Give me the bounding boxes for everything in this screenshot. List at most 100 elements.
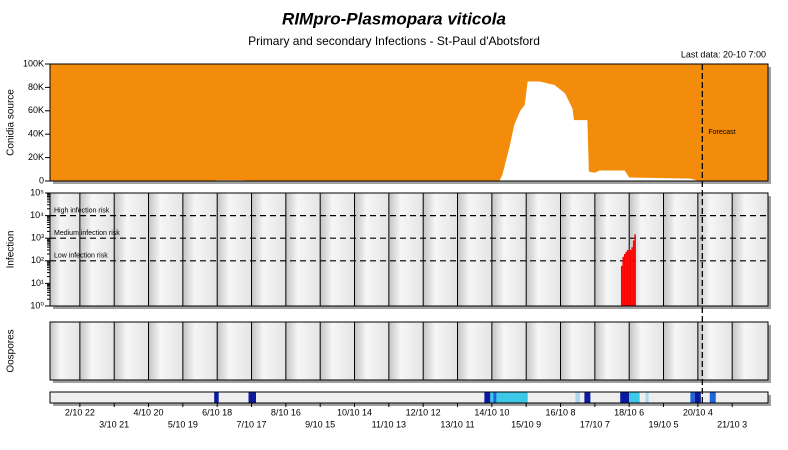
grid-cell bbox=[594, 322, 630, 380]
x-tick-label: 20/10 4 bbox=[683, 407, 713, 417]
grid-cell bbox=[457, 193, 492, 306]
x-tick-label: 8/10 16 bbox=[271, 407, 301, 417]
wet-period bbox=[584, 392, 591, 403]
grid-cell bbox=[732, 322, 768, 380]
threshold-label: Low infection risk bbox=[54, 253, 108, 260]
grid-cell bbox=[560, 193, 595, 306]
x-tick-label: 10/10 14 bbox=[337, 407, 372, 417]
grid-cell bbox=[697, 322, 733, 380]
bar bbox=[620, 265, 623, 306]
grid-cell bbox=[251, 193, 286, 306]
panel-frame bbox=[49, 63, 769, 182]
x-tick-label: 3/10 21 bbox=[99, 419, 129, 429]
x-tick-label: 15/10 9 bbox=[511, 419, 541, 429]
y-tick-label: 10⁵ bbox=[30, 187, 44, 197]
wet-period bbox=[490, 392, 528, 403]
y-tick-label: 80K bbox=[28, 82, 44, 92]
bar bbox=[623, 253, 626, 306]
chart-title: RIMpro-Plasmopara viticola bbox=[282, 9, 506, 28]
grid-cell bbox=[251, 322, 286, 380]
grid-cell bbox=[491, 193, 527, 306]
wet-period bbox=[620, 392, 630, 403]
grid-cell bbox=[148, 193, 183, 306]
wet-period bbox=[645, 392, 649, 403]
last-data: Last data: 20-10 7:00 bbox=[681, 49, 766, 59]
y-axis-label: Conidia source bbox=[6, 89, 17, 156]
x-tick-label: 16/10 8 bbox=[545, 407, 575, 417]
bar bbox=[634, 234, 636, 306]
wet-period bbox=[709, 392, 716, 403]
grid-cell bbox=[50, 322, 80, 380]
grid-cell bbox=[491, 322, 527, 380]
x-tick-label: 14/10 10 bbox=[474, 407, 509, 417]
grid-cell bbox=[423, 193, 458, 306]
x-tick-label: 12/10 12 bbox=[406, 407, 441, 417]
grid-cell bbox=[388, 193, 424, 306]
y-axis-label: Infection bbox=[6, 231, 17, 269]
grid-cell bbox=[182, 322, 218, 380]
grid-cell bbox=[526, 322, 561, 380]
y-tick-label: 10¹ bbox=[31, 278, 44, 288]
plot-background bbox=[50, 392, 768, 403]
y-tick-label: 60K bbox=[28, 105, 44, 115]
wet-period bbox=[694, 392, 701, 403]
x-tick-label: 18/10 6 bbox=[614, 407, 644, 417]
wet-period bbox=[629, 392, 640, 403]
x-tick-label: 5/10 19 bbox=[168, 419, 198, 429]
grid-cell bbox=[526, 193, 561, 306]
grid-cell bbox=[732, 193, 768, 306]
bar bbox=[625, 251, 627, 306]
x-tick-label: 6/10 18 bbox=[202, 407, 232, 417]
grid-cell bbox=[320, 322, 355, 380]
grid-cell bbox=[79, 193, 115, 306]
y-tick-label: 100K bbox=[23, 58, 44, 68]
x-tick-label: 2/10 22 bbox=[65, 407, 95, 417]
grid-cell bbox=[148, 322, 183, 380]
grid-cell bbox=[114, 322, 149, 380]
panel-frame bbox=[49, 192, 769, 307]
wet-period bbox=[575, 392, 580, 403]
wet-period bbox=[214, 392, 219, 403]
grid-cell bbox=[663, 322, 698, 380]
grid-cell bbox=[560, 322, 595, 380]
x-tick-label: 4/10 20 bbox=[134, 407, 164, 417]
threshold-label: Medium infection risk bbox=[54, 230, 120, 237]
bar bbox=[629, 250, 632, 306]
grid-cell bbox=[217, 322, 252, 380]
y-tick-label: 40K bbox=[28, 129, 44, 139]
y-tick-label: 10³ bbox=[31, 233, 44, 243]
grid-cell bbox=[217, 193, 252, 306]
x-tick-label: 17/10 7 bbox=[580, 419, 610, 429]
x-tick-label: 9/10 15 bbox=[305, 419, 335, 429]
y-tick-label: 0 bbox=[39, 175, 44, 185]
chart-subtitle: Primary and secondary Infections - St-Pa… bbox=[248, 34, 540, 48]
y-tick-label: 10² bbox=[31, 255, 44, 265]
bar bbox=[626, 250, 629, 306]
grid-cell bbox=[320, 193, 355, 306]
grid-cell bbox=[354, 322, 389, 380]
bar bbox=[632, 240, 635, 306]
panel-frame bbox=[49, 391, 769, 404]
y-tick-label: 10⁴ bbox=[30, 210, 44, 220]
bar bbox=[628, 250, 630, 306]
grid-cell bbox=[457, 322, 492, 380]
panel-frame bbox=[49, 321, 769, 381]
wet-period bbox=[493, 392, 497, 403]
y-tick-label: 20K bbox=[28, 152, 44, 162]
wet-period bbox=[248, 392, 256, 403]
area bbox=[211, 81, 700, 181]
bar bbox=[631, 247, 633, 306]
grid-cell bbox=[388, 322, 424, 380]
wet-period bbox=[484, 392, 491, 403]
grid-cell bbox=[697, 193, 733, 306]
grid-cell bbox=[114, 193, 149, 306]
bar bbox=[622, 256, 624, 306]
plot-background bbox=[50, 64, 768, 181]
x-tick-label: 7/10 17 bbox=[237, 419, 267, 429]
grid-cell bbox=[79, 322, 115, 380]
x-tick-label: 13/10 11 bbox=[440, 419, 474, 429]
grid-cell bbox=[50, 193, 80, 306]
grid-cell bbox=[182, 193, 218, 306]
